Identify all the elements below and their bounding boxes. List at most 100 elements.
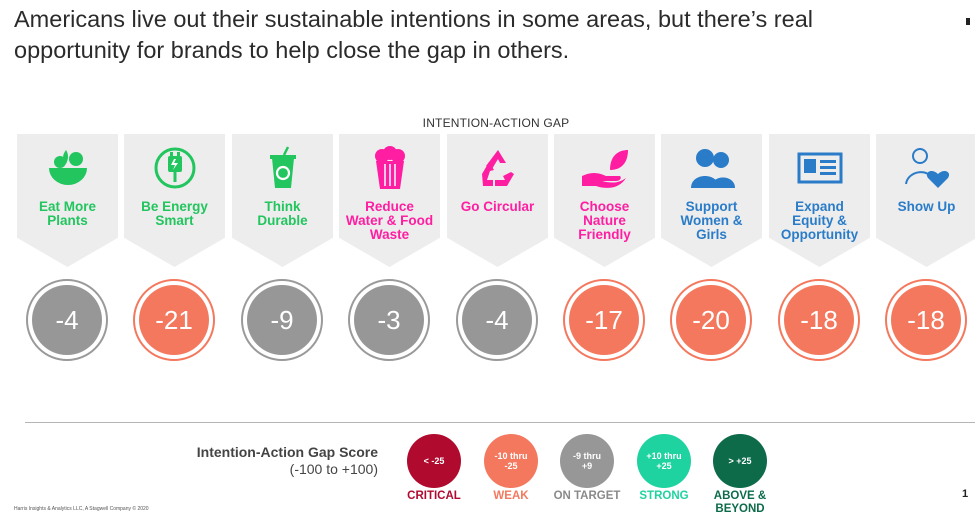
gap-score-ring: -20 xyxy=(670,279,752,361)
legend-label-line: BEYOND xyxy=(715,503,765,515)
category-label-line: Women & xyxy=(680,213,743,228)
legend-swatch-weak: -10 thru -25 xyxy=(484,434,538,488)
category-card: Expand Equity & Opportunity xyxy=(769,134,870,267)
headline: Americans live out their sustainable int… xyxy=(14,6,813,63)
legend-label: WEAK xyxy=(466,490,556,503)
legend-range-line: -9 thru xyxy=(573,451,601,461)
category-label: Expand Equity & Opportunity xyxy=(769,200,870,242)
gap-score-value: -17 xyxy=(569,285,639,355)
legend-swatch-above: > +25 xyxy=(713,434,767,488)
category-label-line: Plants xyxy=(47,213,88,228)
corner-mark xyxy=(966,18,970,25)
category-label-line: Girls xyxy=(696,227,727,242)
legend-range-line: +25 xyxy=(656,461,672,471)
gap-score-value: -3 xyxy=(354,285,424,355)
category-label-line: Go Circular xyxy=(460,199,535,214)
gap-score-ring: -21 xyxy=(133,279,215,361)
food-container-icon xyxy=(339,146,440,190)
gap-score-ring: -4 xyxy=(26,279,108,361)
legend-label-line: ON TARGET xyxy=(553,490,621,502)
person-heart-icon xyxy=(876,146,975,190)
category-card: Eat More Plants xyxy=(17,134,118,267)
category-card: Show Up xyxy=(876,134,975,267)
gap-score-value: -9 xyxy=(247,285,317,355)
legend-label-line: STRONG xyxy=(639,490,689,502)
gap-score-ring: -18 xyxy=(885,279,967,361)
legend-swatch-on-target: -9 thru +9 xyxy=(560,434,614,488)
category-label-line: Choose xyxy=(579,199,630,214)
category-card: Be Energy Smart xyxy=(124,134,225,267)
legend-range: -10 thru -25 xyxy=(494,451,527,471)
legend-title-text: Intention-Action Gap Score xyxy=(196,444,378,460)
gap-score-ring: -3 xyxy=(348,279,430,361)
category-label: Choose Nature Friendly xyxy=(554,200,655,242)
gap-score-ring: -17 xyxy=(563,279,645,361)
plate-of-vegetables-icon xyxy=(17,146,118,190)
legend-range: +10 thru +25 xyxy=(646,451,681,471)
category-label: Reduce Water & Food Waste xyxy=(339,200,440,242)
category-label-line: Think xyxy=(264,199,301,214)
category-label: Go Circular xyxy=(447,200,548,214)
legend-range-line: -25 xyxy=(504,461,518,471)
category-card: Reduce Water & Food Waste xyxy=(339,134,440,267)
gap-score-value: -4 xyxy=(32,285,102,355)
legend-title: Intention-Action Gap Score (-100 to +100… xyxy=(150,444,378,478)
category-label-line: Be Energy xyxy=(141,199,208,214)
category-label-line: Equity & xyxy=(792,213,847,228)
category-label-line: Smart xyxy=(155,213,194,228)
legend-label-line: ABOVE & xyxy=(713,490,767,502)
category-label-line: Reduce xyxy=(365,199,414,214)
hand-leaf-icon xyxy=(554,146,655,190)
legend-range-line: +9 xyxy=(581,461,593,471)
category-label-line: Friendly xyxy=(578,227,631,242)
divider xyxy=(25,422,975,423)
category-label: Think Durable xyxy=(232,200,333,228)
page-number: 1 xyxy=(962,488,969,500)
id-card-icon xyxy=(769,146,870,190)
category-label-line: Show Up xyxy=(897,199,956,214)
category-label-line: Water & Food xyxy=(345,213,434,228)
category-label-line: Eat More xyxy=(38,199,96,214)
category-card: Think Durable xyxy=(232,134,333,267)
gap-score-value: -20 xyxy=(676,285,746,355)
legend-swatch-critical: < -25 xyxy=(407,434,461,488)
section-title: INTENTION-ACTION GAP xyxy=(422,116,570,130)
gap-score-ring: -9 xyxy=(241,279,323,361)
gap-score-value: -18 xyxy=(784,285,854,355)
category-label-line: Support xyxy=(685,199,738,214)
category-label-line: Waste xyxy=(369,227,410,242)
legend-range-line: +10 thru xyxy=(646,451,682,461)
category-label: Show Up xyxy=(876,200,975,214)
legend-range: < -25 xyxy=(424,456,445,466)
category-label: Eat More Plants xyxy=(17,200,118,228)
category-card: Support Women & Girls xyxy=(661,134,762,267)
recycle-icon xyxy=(447,146,548,190)
footer-credit: Harris Insights & Analytics LLC, A Stagw… xyxy=(14,506,149,512)
gap-score-ring: -4 xyxy=(456,279,538,361)
reusable-cup-icon xyxy=(232,146,333,190)
people-icon xyxy=(661,146,762,190)
legend-range: > +25 xyxy=(728,456,751,466)
legend-label-line: CRITICAL xyxy=(407,490,461,502)
legend-label-line: WEAK xyxy=(493,490,529,502)
legend-label: STRONG xyxy=(619,490,709,503)
category-label-line: Opportunity xyxy=(780,227,859,242)
category-label-line: Nature xyxy=(583,213,626,228)
gap-score-value: -4 xyxy=(462,285,532,355)
category-label-line: Durable xyxy=(257,213,308,228)
legend-label: CRITICAL xyxy=(389,490,479,503)
category-card: Go Circular xyxy=(447,134,548,267)
legend-swatch-strong: +10 thru +25 xyxy=(637,434,691,488)
category-card: Choose Nature Friendly xyxy=(554,134,655,267)
category-label-line: Expand xyxy=(795,199,844,214)
legend-range-line: > +25 xyxy=(728,456,752,466)
category-label: Be Energy Smart xyxy=(124,200,225,228)
legend-range: -9 thru +9 xyxy=(573,451,601,471)
legend-range-line: < -25 xyxy=(423,456,445,466)
gap-score-value: -18 xyxy=(891,285,961,355)
legend-label: ABOVE & BEYOND xyxy=(695,490,785,516)
gap-score-ring: -18 xyxy=(778,279,860,361)
legend-range-line: -10 thru xyxy=(494,451,528,461)
energy-plug-icon xyxy=(124,146,225,190)
legend-label: ON TARGET xyxy=(542,490,632,503)
